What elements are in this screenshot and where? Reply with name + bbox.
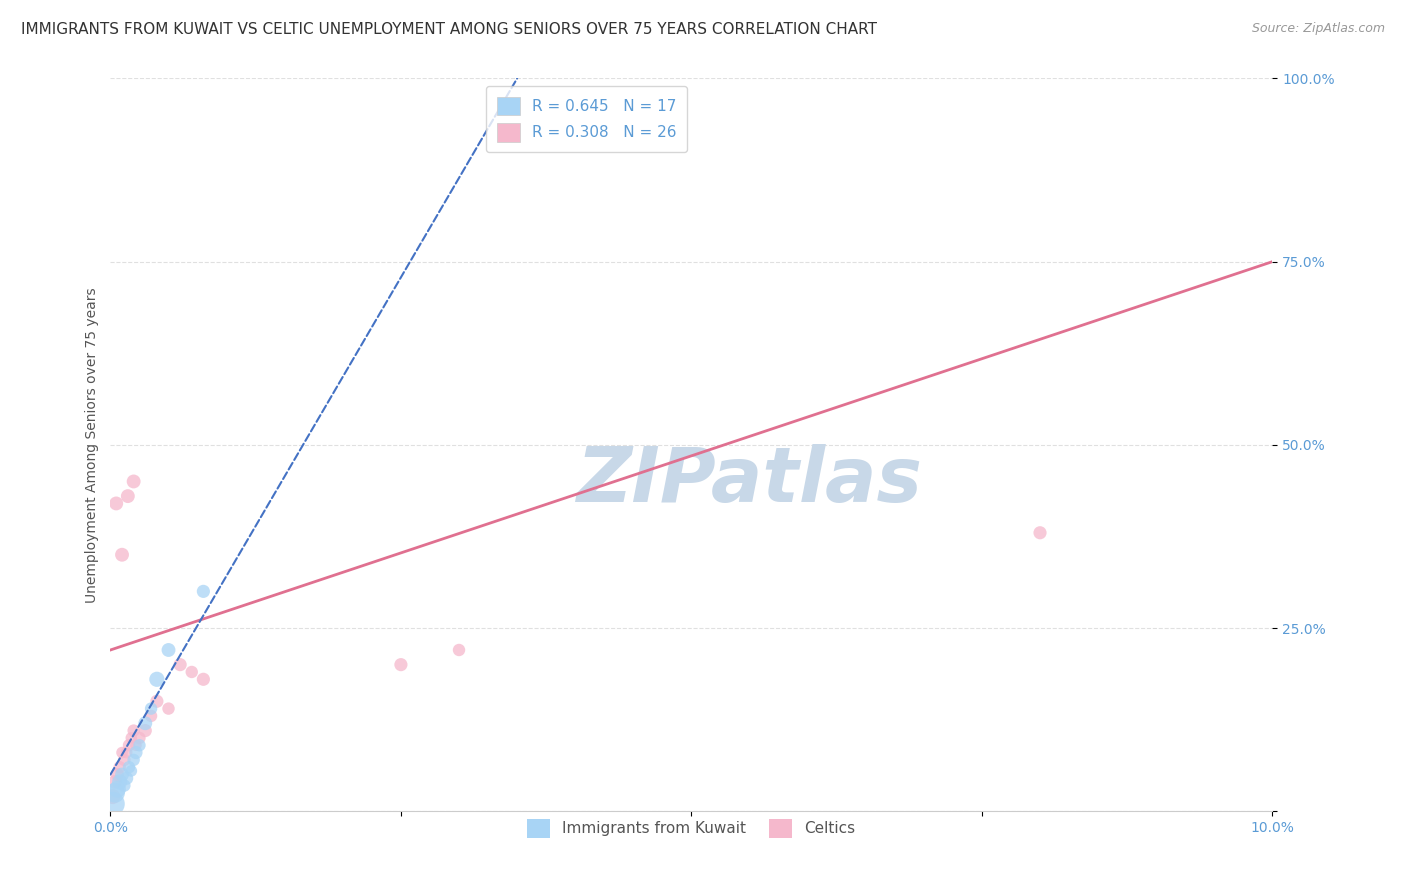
Point bbox=[139, 709, 162, 723]
Point bbox=[139, 701, 162, 715]
Text: ZIPatlas: ZIPatlas bbox=[576, 444, 922, 518]
Point bbox=[157, 701, 180, 715]
Point bbox=[105, 767, 128, 781]
Point bbox=[120, 731, 142, 745]
Point bbox=[447, 643, 470, 657]
Point bbox=[104, 786, 127, 800]
Y-axis label: Unemployment Among Seniors over 75 years: Unemployment Among Seniors over 75 years bbox=[86, 287, 100, 603]
Point bbox=[146, 694, 169, 708]
Point bbox=[111, 767, 134, 781]
Point bbox=[105, 496, 128, 510]
Point bbox=[111, 746, 134, 760]
Point bbox=[115, 746, 138, 760]
Point bbox=[105, 782, 128, 797]
Point bbox=[134, 716, 156, 731]
Point bbox=[146, 673, 169, 687]
Point bbox=[112, 753, 135, 767]
Point bbox=[169, 657, 191, 672]
Point bbox=[115, 771, 138, 785]
Point bbox=[193, 673, 215, 687]
Point bbox=[128, 731, 150, 745]
Point bbox=[193, 584, 215, 599]
Point bbox=[120, 764, 142, 778]
Point bbox=[118, 760, 141, 774]
Point bbox=[180, 665, 202, 679]
Point bbox=[125, 746, 148, 760]
Point bbox=[157, 643, 180, 657]
Point bbox=[122, 475, 145, 489]
Point bbox=[117, 489, 139, 503]
Point bbox=[125, 738, 148, 752]
Point bbox=[128, 738, 150, 752]
Text: IMMIGRANTS FROM KUWAIT VS CELTIC UNEMPLOYMENT AMONG SENIORS OVER 75 YEARS CORREL: IMMIGRANTS FROM KUWAIT VS CELTIC UNEMPLO… bbox=[21, 22, 877, 37]
Point bbox=[118, 738, 141, 752]
Point bbox=[104, 775, 127, 789]
Point bbox=[134, 723, 156, 738]
Point bbox=[122, 753, 145, 767]
Point bbox=[1029, 525, 1052, 540]
Legend: Immigrants from Kuwait, Celtics: Immigrants from Kuwait, Celtics bbox=[522, 813, 862, 844]
Point bbox=[389, 657, 412, 672]
Text: Source: ZipAtlas.com: Source: ZipAtlas.com bbox=[1251, 22, 1385, 36]
Point bbox=[112, 779, 135, 793]
Point bbox=[122, 723, 145, 738]
Point bbox=[111, 548, 134, 562]
Point bbox=[101, 789, 124, 804]
Point bbox=[108, 760, 131, 774]
Point bbox=[108, 775, 131, 789]
Point bbox=[101, 797, 124, 811]
